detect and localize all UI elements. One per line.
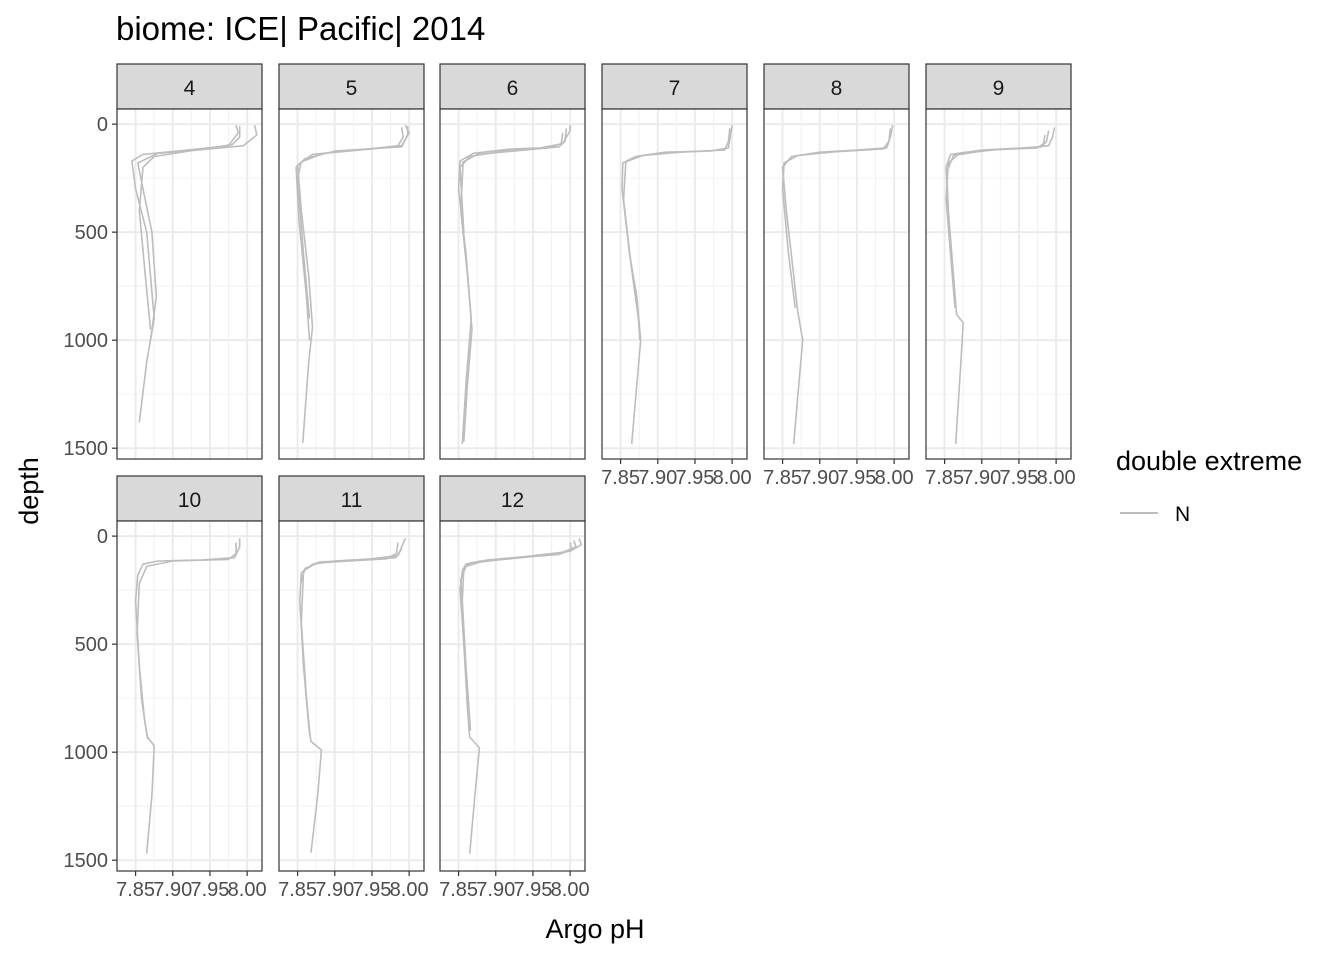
panel-border xyxy=(116,108,263,460)
panel-border xyxy=(439,520,586,872)
x-tick-label-7-95: 7.95 xyxy=(675,467,714,489)
facet-panel-11: 11 7.857.907.958.00 xyxy=(278,475,429,901)
profile-line xyxy=(136,542,237,740)
x-tick-label-7-85: 7.85 xyxy=(278,879,317,901)
profile-line xyxy=(299,537,407,853)
panel-border xyxy=(763,108,910,460)
x-tick-label-7-85: 7.85 xyxy=(439,879,478,901)
profile-line xyxy=(945,130,1050,308)
profile-line xyxy=(945,127,1056,444)
facet-strip xyxy=(278,63,425,110)
x-tick-label-7-85: 7.85 xyxy=(601,467,640,489)
profile-line xyxy=(299,548,403,584)
profile-line xyxy=(296,127,404,319)
facet-strip-label: 12 xyxy=(501,489,524,512)
facet-strip-label: 10 xyxy=(178,489,201,512)
panel-background xyxy=(602,109,747,459)
facet-strip xyxy=(925,63,1072,110)
x-tick-label-7-90: 7.90 xyxy=(638,467,677,489)
facet-strip xyxy=(439,63,586,110)
panel-border xyxy=(278,520,425,872)
panel-border xyxy=(278,108,425,460)
x-tick-label-7-95: 7.95 xyxy=(837,467,876,489)
facet-panel-5: 5 xyxy=(278,63,425,460)
y-tick-label-1500: 1500 xyxy=(64,850,109,872)
y-tick-label-1000: 1000 xyxy=(64,330,109,352)
chart-title: biome: ICE| Pacific| 2014 xyxy=(116,10,485,47)
x-axis-title: Argo pH xyxy=(545,914,644,944)
y-tick-label-500: 500 xyxy=(75,222,108,244)
panel-background xyxy=(117,109,262,459)
profile-line xyxy=(295,126,409,341)
facet-strip xyxy=(439,475,586,522)
x-tick-label-7-85: 7.85 xyxy=(925,467,964,489)
facet-panel-9: 9 7.857.907.958.00 xyxy=(925,63,1076,489)
profile-line xyxy=(946,134,1046,233)
y-tick-label-1000: 1000 xyxy=(64,742,109,764)
facet-strip-label: 11 xyxy=(341,489,363,512)
panel-border xyxy=(116,520,263,872)
facet-strip xyxy=(278,475,425,522)
profile-line xyxy=(137,125,258,341)
panel-background xyxy=(440,109,585,459)
facet-strip xyxy=(116,475,263,522)
x-tick-label-8-00: 8.00 xyxy=(1037,467,1076,489)
legend: double extreme N xyxy=(1116,446,1302,526)
x-tick-label-8-00: 8.00 xyxy=(551,879,590,901)
panel-background xyxy=(926,109,1071,459)
x-tick-label-7-90: 7.90 xyxy=(800,467,839,489)
x-tick-label-7-90: 7.90 xyxy=(476,879,515,901)
x-tick-label-7-90: 7.90 xyxy=(153,879,192,901)
facet-panel-8: 8 7.857.907.958.00 xyxy=(763,63,914,489)
y-tick-label-0: 0 xyxy=(97,526,108,548)
y-tick-label-0: 0 xyxy=(97,114,108,136)
profile-line xyxy=(459,132,564,233)
x-tick-label-7-85: 7.85 xyxy=(763,467,802,489)
profile-line xyxy=(621,125,733,444)
panel-border xyxy=(601,108,748,460)
x-tick-label-8-00: 8.00 xyxy=(390,879,429,901)
facet-strip-label: 4 xyxy=(184,77,196,100)
facet-panel-6: 6 xyxy=(439,63,586,460)
x-tick-label-8-00: 8.00 xyxy=(228,879,267,901)
panel-background xyxy=(440,521,585,871)
x-tick-label-8-00: 8.00 xyxy=(713,467,752,489)
profile-line xyxy=(781,128,892,308)
profile-line xyxy=(460,128,568,442)
facet-strip-label: 7 xyxy=(669,77,681,100)
facet-panel-4: 4 0 500 1000 1500 xyxy=(64,63,263,460)
facet-strip-label: 9 xyxy=(993,77,1005,100)
x-tick-label-7-90: 7.90 xyxy=(315,879,354,901)
legend-label-n: N xyxy=(1175,503,1190,526)
facet-panel-12: 12 7.857.907.958.00 xyxy=(439,475,590,901)
facet-panel-10: 10 0 500 1000 1500 7.857.907.958.00 xyxy=(64,475,267,901)
profile-line xyxy=(781,125,894,444)
y-axis-title: depth xyxy=(14,457,44,525)
profile-line xyxy=(622,128,731,341)
facet-panel-7: 7 7.857.907.958.00 xyxy=(601,63,752,489)
facet-strip-label: 5 xyxy=(346,77,358,100)
legend-title: double extreme xyxy=(1116,446,1302,476)
panel-background xyxy=(764,109,909,459)
x-tick-label-7-95: 7.95 xyxy=(352,879,391,901)
x-tick-label-7-95: 7.95 xyxy=(513,879,552,901)
y-tick-label-1500: 1500 xyxy=(64,438,109,460)
profile-line xyxy=(460,542,573,634)
facet-strip xyxy=(116,63,263,110)
x-tick-label-7-95: 7.95 xyxy=(999,467,1038,489)
x-tick-label-7-85: 7.85 xyxy=(116,879,155,901)
facet-strip-label: 6 xyxy=(507,77,519,100)
x-tick-label-8-00: 8.00 xyxy=(875,467,914,489)
y-tick-label-500: 500 xyxy=(75,634,108,656)
x-tick-label-7-90: 7.90 xyxy=(962,467,1001,489)
facet-strip-label: 8 xyxy=(831,77,843,100)
x-tick-label-7-95: 7.95 xyxy=(190,879,229,901)
profile-line xyxy=(138,126,241,330)
facet-strip xyxy=(601,63,748,110)
panel-border xyxy=(439,108,586,460)
panel-background xyxy=(279,109,424,459)
panel-border xyxy=(925,108,1072,460)
